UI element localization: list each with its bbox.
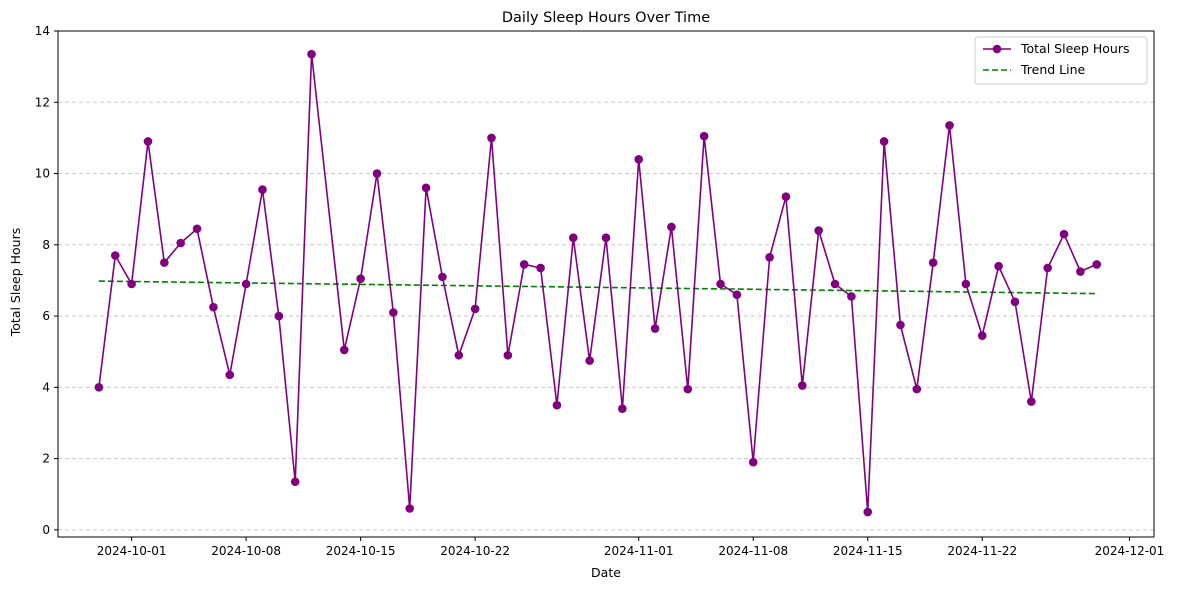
sleep-hours-point xyxy=(176,238,185,248)
y-tick-label: 8 xyxy=(42,238,50,252)
y-tick-label: 4 xyxy=(42,380,50,394)
sleep-hours-point xyxy=(683,384,693,394)
y-tick-label: 12 xyxy=(35,95,50,109)
sleep-hours-point xyxy=(241,279,251,289)
sleep-hours-point xyxy=(716,279,725,289)
sleep-hours-point xyxy=(568,233,578,242)
sleep-hours-point xyxy=(847,292,856,301)
plot-frame xyxy=(57,30,1155,538)
sleep-hours-point xyxy=(650,324,660,333)
y-tick-label: 2 xyxy=(42,452,50,466)
series-layer xyxy=(94,49,1102,517)
y-tick-label: 10 xyxy=(35,167,50,181)
sleep-hours-point xyxy=(1059,229,1069,239)
y-tick-label: 0 xyxy=(42,523,50,537)
x-tick-label: 2024-11-15 xyxy=(833,544,903,558)
sleep-hours-point xyxy=(503,350,513,360)
sleep-hours-point xyxy=(274,311,284,321)
sleep-hours-point xyxy=(814,226,823,235)
sleep-hours-point xyxy=(356,274,365,283)
sleep-hours-point xyxy=(110,251,120,260)
sleep-hours-point xyxy=(945,121,954,130)
sleep-hours-point xyxy=(667,222,676,232)
legend-label-total-sleep: Total Sleep Hours xyxy=(1020,41,1129,56)
y-tick-label: 14 xyxy=(35,24,50,38)
sleep-hours-point xyxy=(928,258,938,267)
sleep-hours-point xyxy=(143,137,153,146)
x-tick-label: 2024-10-15 xyxy=(326,544,396,558)
sleep-hours-point xyxy=(552,400,562,410)
sleep-hours-point xyxy=(94,383,104,392)
sleep-hours-point xyxy=(225,370,235,380)
sleep-hours-point xyxy=(487,133,496,143)
sleep-hours-point xyxy=(519,260,529,269)
sleep-hours-point xyxy=(994,261,1003,271)
sleep-hours-point xyxy=(372,169,382,178)
sleep-hours-point xyxy=(389,308,398,317)
sleep-hours-point xyxy=(748,457,758,467)
legend: Total Sleep Hours Trend Line xyxy=(974,36,1148,85)
sleep-hours-point xyxy=(961,279,971,289)
sleep-hours-point xyxy=(797,381,807,390)
sleep-hours-point xyxy=(438,272,447,282)
sleep-hours-point xyxy=(830,279,840,289)
sleep-hours-point xyxy=(699,131,709,141)
sleep-hours-point xyxy=(912,384,922,394)
sleep-hours-point xyxy=(977,331,987,340)
sleep-hours-point xyxy=(1027,397,1036,406)
legend-label-trend: Trend Line xyxy=(1020,62,1086,77)
sleep-hours-point xyxy=(1010,297,1020,307)
sleep-hours-point xyxy=(209,302,218,312)
sleep-hours-point xyxy=(421,183,431,193)
trend-line xyxy=(98,280,1097,295)
sleep-hours-point xyxy=(634,154,644,164)
sleep-hours-point xyxy=(536,263,545,273)
y-tick-label: 6 xyxy=(42,309,50,323)
sleep-hours-point xyxy=(127,279,136,289)
x-tick-label: 2024-11-01 xyxy=(604,544,674,558)
x-tick-label: 2024-11-08 xyxy=(718,544,788,558)
sleep-hours-point xyxy=(290,477,300,487)
sleep-hours-point xyxy=(765,252,774,262)
sleep-hours-point xyxy=(601,233,611,242)
sleep-hours-point xyxy=(405,504,415,513)
legend-marker-total-sleep xyxy=(992,44,1002,54)
sleep-hours-point xyxy=(585,356,594,365)
chart-title: Daily Sleep Hours Over Time xyxy=(502,10,710,26)
sleep-hours-point xyxy=(863,507,873,517)
sleep-hours-point xyxy=(732,290,742,299)
x-tick-label: 2024-10-01 xyxy=(97,544,167,558)
sleep-hours-point xyxy=(454,350,464,360)
sleep-hours-point xyxy=(618,404,627,414)
axes: 0 2 4 6 8 10 12 14 2024-10-01 2024-10-08 2024-10-1… xyxy=(35,24,1165,558)
sleep-hours-point xyxy=(258,185,267,194)
sleep-hours-point xyxy=(339,345,349,355)
x-tick-label: 2024-12-01 xyxy=(1095,544,1165,558)
sleep-hours-point xyxy=(470,304,480,314)
sleep-hours-point xyxy=(879,137,889,146)
sleep-hours-point xyxy=(160,258,169,267)
sleep-hours-point xyxy=(307,49,316,59)
x-tick-label: 2024-10-22 xyxy=(440,544,510,558)
x-tick-label: 2024-11-22 xyxy=(947,544,1017,558)
sleep-hours-point xyxy=(1092,260,1102,269)
x-tick-label: 2024-10-08 xyxy=(211,544,281,558)
x-axis-label: Date xyxy=(591,565,621,580)
legend-box xyxy=(974,36,1148,85)
sleep-hours-point xyxy=(1043,263,1052,273)
y-axis-label: Total Sleep Hours xyxy=(8,228,23,337)
sleep-hours-point xyxy=(781,192,791,201)
sleep-hours-point xyxy=(1076,267,1085,276)
sleep-hours-point xyxy=(192,224,202,234)
sleep-hours-point xyxy=(896,320,905,330)
